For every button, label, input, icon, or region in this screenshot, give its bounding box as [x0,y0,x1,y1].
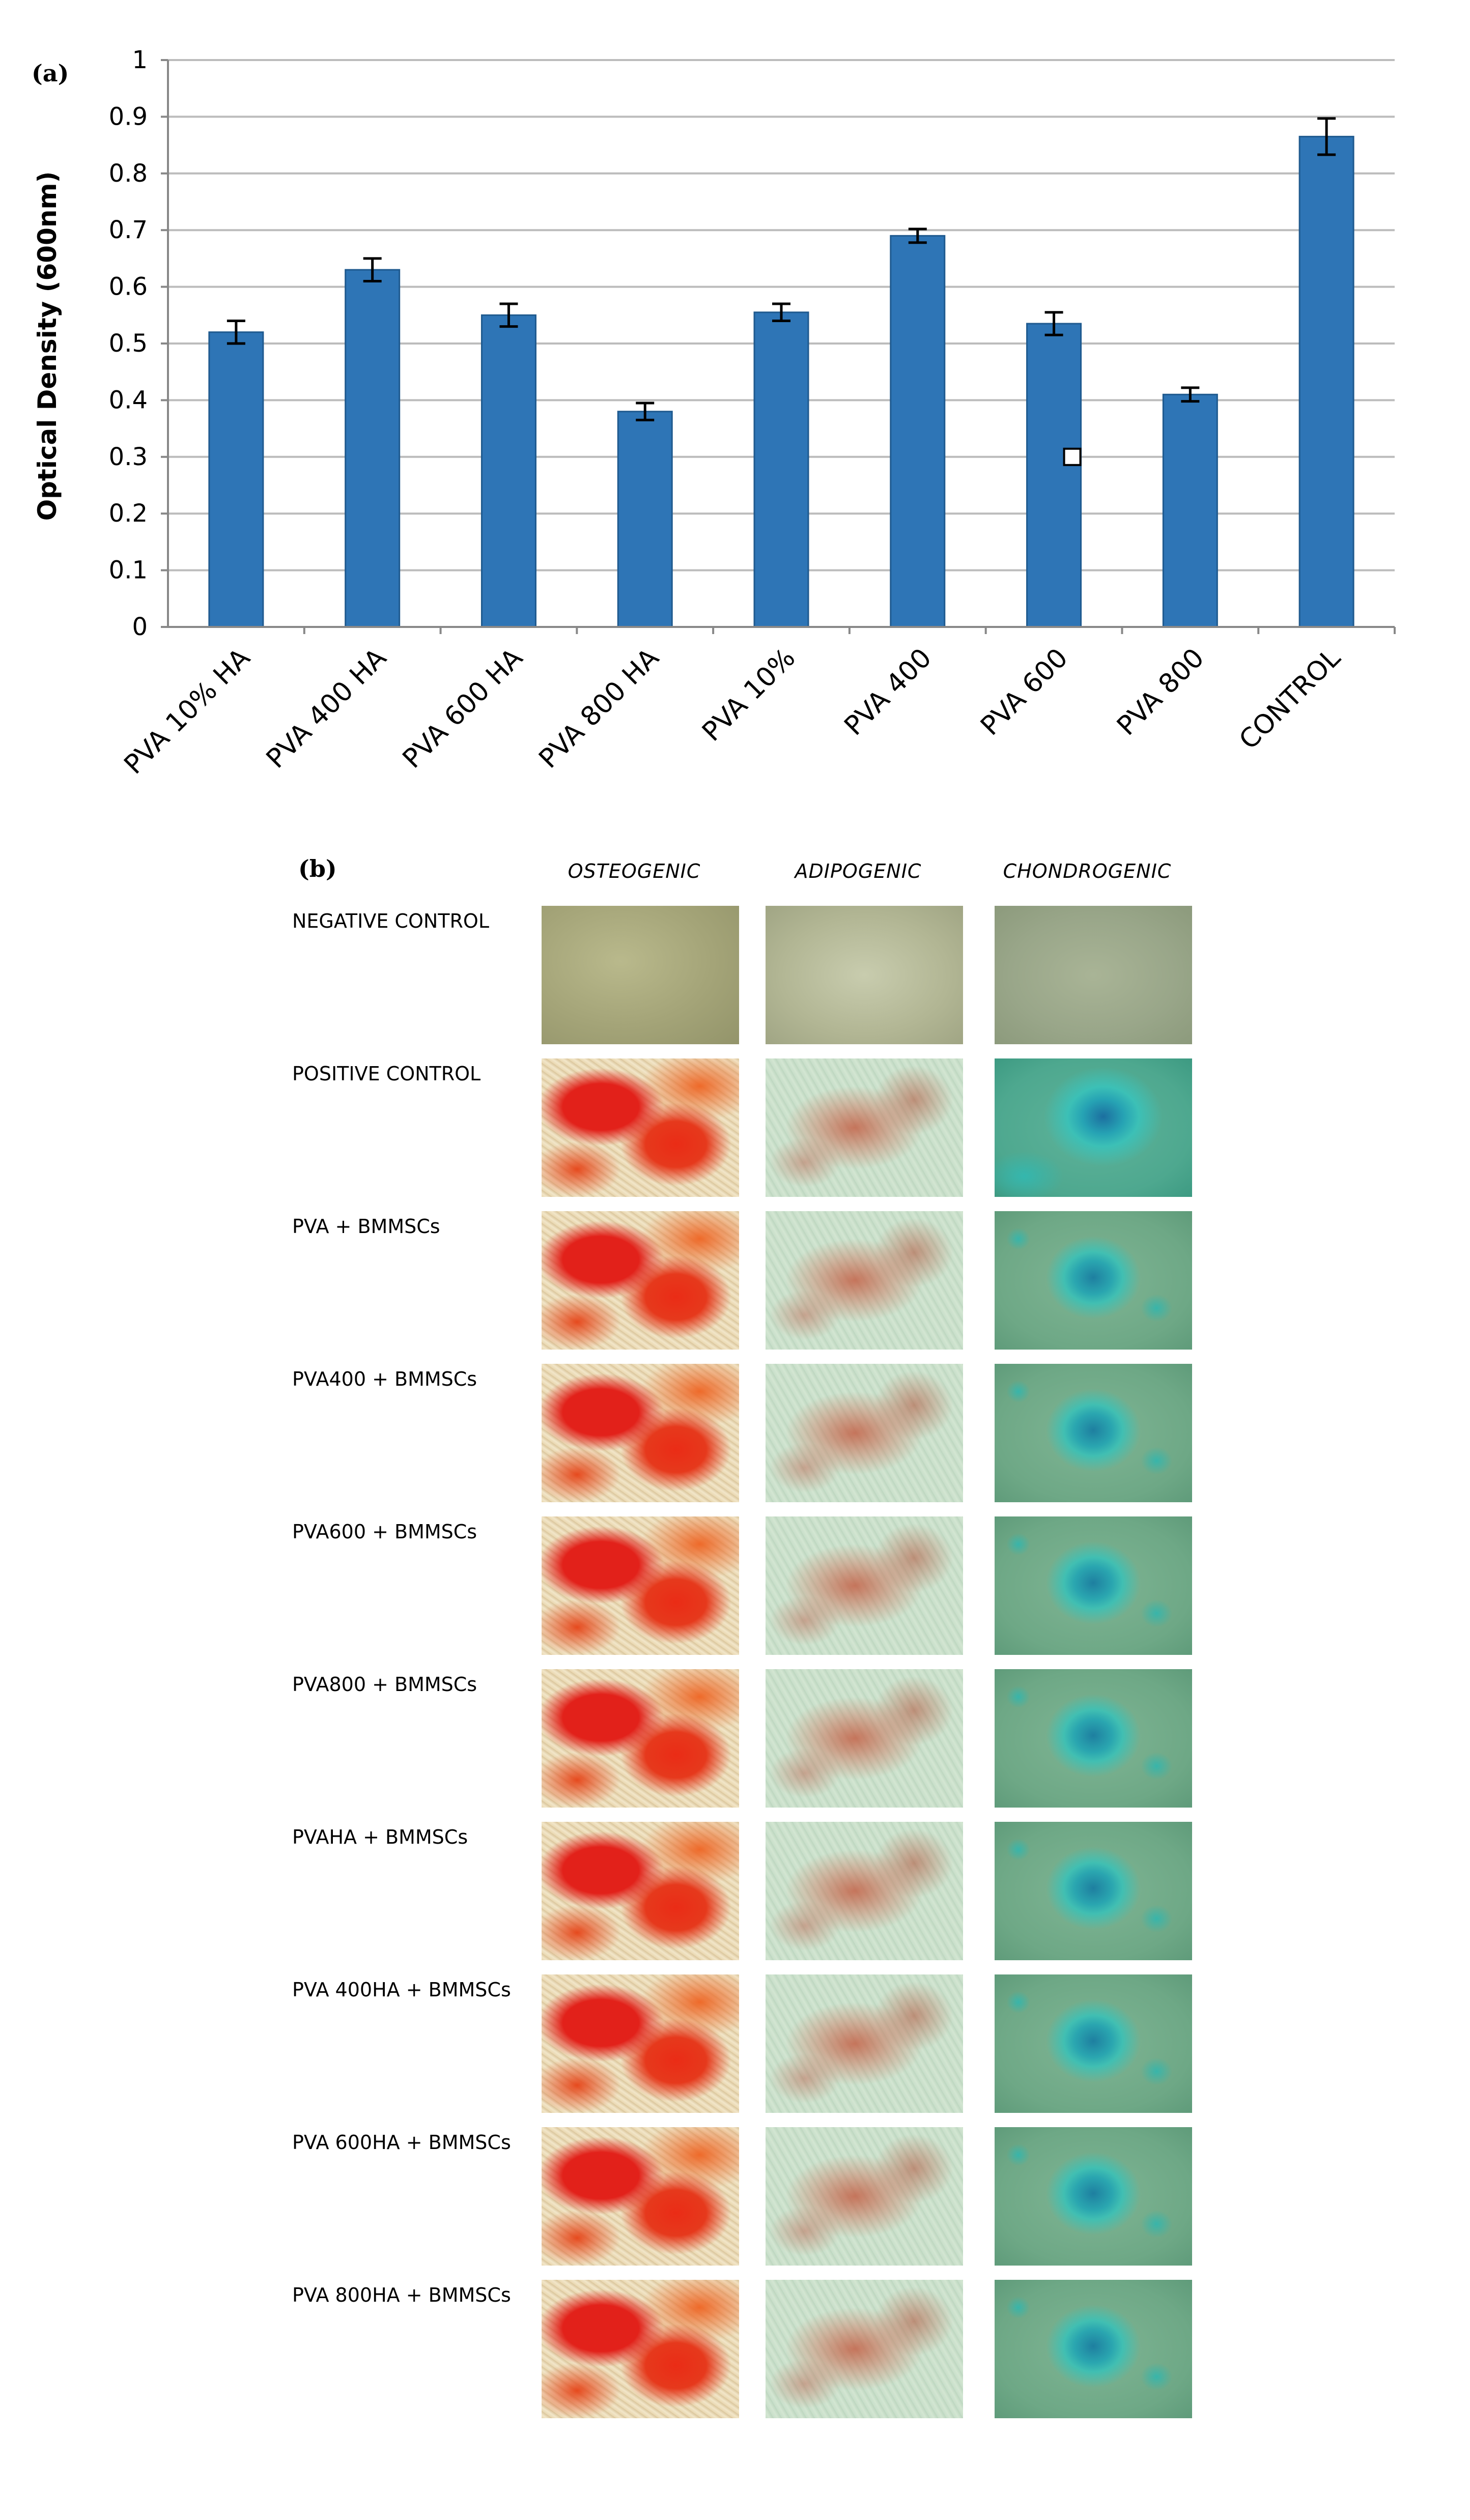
column-header-adipogenic: ADIPOGENIC [795,860,922,882]
y-tick-label: 0.2 [109,499,148,528]
adipogenic-micrograph [766,1974,963,2113]
row-label: PVA400 + BMMSCs [292,1368,477,1390]
error-bar [1044,311,1063,336]
chondrogenic-micrograph [995,1669,1192,1808]
osteogenic-micrograph [542,1822,739,1960]
y-tick-label: 0.4 [109,386,148,414]
column-header-chondrogenic: CHONDROGENIC [1003,860,1172,882]
adipogenic-micrograph [766,1364,963,1502]
chondrogenic-micrograph [995,1974,1192,2113]
y-tick-label: 1 [132,46,148,74]
y-tick-label: 0.7 [109,216,148,244]
osteogenic-micrograph [542,1364,739,1502]
chondrogenic-micrograph [995,1822,1192,1960]
chondrogenic-micrograph [995,2127,1192,2266]
y-axis-label: Optical Density (600nm) [33,171,62,521]
chondrogenic-micrograph [995,2280,1192,2418]
adipogenic-micrograph [766,906,963,1044]
y-tick-label: 0.1 [109,556,148,585]
row-label: PVAHA + BMMSCs [292,1826,468,1848]
bars [208,117,1354,628]
osteogenic-micrograph [542,1974,739,2113]
x-tick-label: PVA 600 HA [397,642,529,774]
adipogenic-micrograph [766,1669,963,1808]
bar-control [1298,135,1354,628]
y-tick-label: 0.5 [109,329,148,358]
row-label: PVA600 + BMMSCs [292,1521,477,1543]
error-bar [772,302,790,322]
chondrogenic-micrograph [995,1364,1192,1502]
bar-pva-400-ha [345,269,401,628]
row-label: PVA + BMMSCs [292,1215,440,1238]
x-tick-label: PVA 10% [696,643,801,748]
y-tick-label: 0.6 [109,273,148,301]
panel-b-label: (b) [298,855,337,882]
error-bar [227,319,245,345]
bar-pva-10-ha [208,331,264,628]
adipogenic-micrograph [766,1516,963,1655]
bar-pva-10 [753,311,809,628]
x-tick-label: PVA 10% HA [119,642,257,780]
bar-pva-600-ha [480,314,536,628]
x-tick-label: PVA 600 [975,643,1073,741]
chondrogenic-micrograph [995,1516,1192,1655]
row-label: PVA 400HA + BMMSCs [292,1979,511,2001]
y-tick-label: 0 [132,613,148,641]
x-tick-label: PVA 400 HA [261,642,392,774]
osteogenic-micrograph [542,1516,739,1655]
row-label: POSITIVE CONTROL [292,1063,481,1085]
x-tick-label: CONTROL [1233,643,1346,756]
adipogenic-micrograph [766,1058,963,1197]
row-label: PVA800 + BMMSCs [292,1673,477,1696]
panel-a-label: (a) [32,60,69,87]
bar-pva-400 [890,235,946,628]
x-tick-label: PVA 800 [1111,643,1210,741]
error-bar [1181,386,1200,403]
error-bar [499,302,518,328]
adipogenic-micrograph [766,1211,963,1350]
error-bar [908,227,927,244]
row-label: PVA 600HA + BMMSCs [292,2131,511,2154]
marker-square [1063,447,1082,466]
adipogenic-micrograph [766,1822,963,1960]
chondrogenic-micrograph [995,906,1192,1044]
adipogenic-micrograph [766,2280,963,2418]
error-bar [1317,117,1336,156]
chondrogenic-micrograph [995,1058,1192,1197]
osteogenic-micrograph [542,2280,739,2418]
bar-pva-600 [1026,323,1082,628]
y-tick-label: 0.9 [109,102,148,131]
osteogenic-micrograph [542,1669,739,1808]
adipogenic-micrograph [766,2127,963,2266]
x-tick-label: PVA 800 HA [533,642,665,774]
row-label: PVA 800HA + BMMSCs [292,2284,511,2306]
column-header-osteogenic: OSTEOGENIC [568,860,701,882]
error-bar [363,257,382,282]
row-label: NEGATIVE CONTROL [292,910,489,932]
osteogenic-micrograph [542,1211,739,1350]
osteogenic-micrograph [542,906,739,1044]
bar-chart: (a) 0 0.1 0.2 0.3 0.4 0.5 0.6 0.7 0.8 0.9 1 PVA 10%… [32,46,1396,780]
x-tick-label: PVA 400 [839,643,938,741]
osteogenic-micrograph [542,2127,739,2266]
error-bar [636,402,655,421]
y-tick-label: 0.3 [109,443,148,471]
chondrogenic-micrograph [995,1211,1192,1350]
y-tick-label: 0.8 [109,159,148,188]
bar-pva-800 [1162,393,1218,628]
osteogenic-micrograph [542,1058,739,1197]
bar-pva-800-ha [617,411,673,628]
